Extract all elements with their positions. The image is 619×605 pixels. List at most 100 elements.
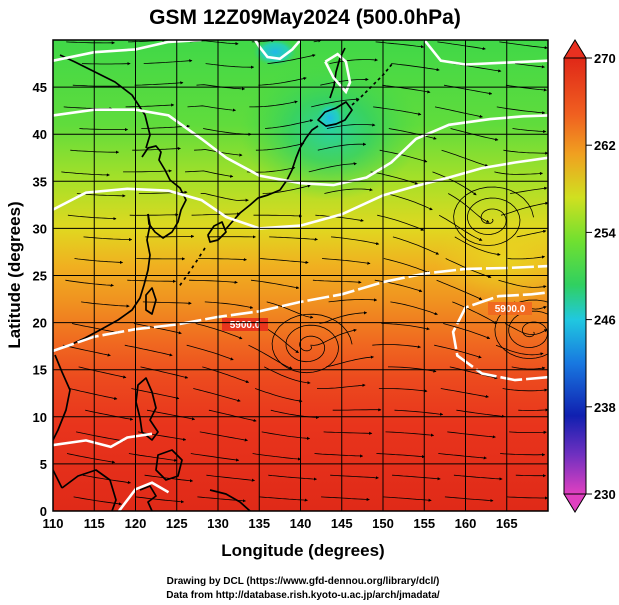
cold-core-east	[316, 102, 344, 134]
coastline-japan-honshu	[224, 125, 319, 231]
colorbar-tick-label: 230	[594, 487, 616, 502]
streamline	[191, 212, 241, 216]
streamline	[187, 105, 237, 112]
streamline	[391, 63, 440, 72]
streamline	[267, 54, 316, 64]
streamline	[326, 355, 375, 368]
streamline	[144, 474, 194, 483]
colorbar-top-arrow	[563, 39, 587, 59]
streamline	[321, 258, 371, 265]
credit-drawing: Drawing by DCL (https://www.gfd-dennou.o…	[167, 576, 440, 587]
streamline	[314, 453, 364, 458]
streamline	[74, 258, 124, 264]
y-tick-label: 35	[33, 174, 47, 189]
streamline	[329, 58, 378, 64]
contour-label-bg-1	[222, 318, 268, 331]
coastline-ryukyu	[177, 247, 206, 289]
streamline	[311, 97, 360, 108]
streamline	[324, 188, 373, 194]
contour-labels: 5900.0 5900.0	[222, 302, 532, 331]
streamline	[202, 366, 250, 383]
streamline	[66, 41, 115, 45]
streamline	[204, 301, 254, 309]
streamline	[377, 214, 425, 231]
streamline	[330, 474, 379, 480]
streamline	[494, 171, 544, 176]
streamline	[142, 301, 192, 305]
plot-frame	[52, 39, 549, 512]
streamline	[248, 344, 293, 370]
streamline	[67, 214, 117, 221]
streamline	[510, 186, 548, 194]
streamline	[131, 388, 180, 400]
x-axis-ticks: 110 115 120 125 130 135 140 145 150 155 160 165	[43, 516, 518, 531]
x-tick-label: 135	[248, 516, 270, 531]
streamline	[135, 496, 185, 504]
streamline	[386, 193, 433, 211]
coastlines	[53, 47, 393, 511]
streamline	[249, 100, 298, 108]
ridge-warm-patch	[435, 215, 548, 305]
streamline	[61, 171, 110, 177]
streamline	[375, 41, 425, 49]
streamline	[199, 431, 249, 442]
streamline	[143, 59, 193, 64]
y-tick-label: 15	[33, 363, 47, 378]
colorbar-ticks: 270 262 254 246 238 230	[586, 51, 616, 502]
streamline	[512, 128, 547, 134]
colorbar: 270 262 254 246 238 230	[563, 39, 616, 513]
streamline	[189, 279, 238, 284]
y-tick-label: 5	[40, 457, 47, 472]
streamline	[310, 328, 357, 346]
streamline	[195, 323, 243, 340]
streamline	[440, 388, 489, 399]
streamline	[252, 453, 302, 461]
contour-line-8	[324, 52, 352, 95]
colorbar-tick-label: 246	[594, 313, 616, 328]
streamline	[373, 106, 422, 116]
y-tick-label: 25	[33, 269, 47, 284]
y-tick-label: 30	[33, 221, 47, 236]
colorbar-tick-label: 262	[594, 138, 616, 153]
streamline	[379, 149, 428, 163]
cold-core-north	[253, 40, 297, 66]
x-tick-label: 155	[413, 516, 435, 531]
streamline	[253, 214, 303, 218]
coastline-hokkaido	[317, 101, 353, 127]
streamline	[321, 496, 370, 502]
streamline	[496, 106, 546, 115]
streamline	[268, 474, 318, 481]
streamline	[316, 383, 366, 389]
streamline	[320, 77, 369, 86]
streamline	[392, 236, 440, 255]
streamline	[382, 496, 432, 502]
streamline	[134, 81, 184, 86]
x-tick-label: 165	[496, 516, 518, 531]
streamline	[79, 128, 129, 132]
streamline	[71, 323, 121, 334]
streamline	[206, 474, 256, 482]
streamline	[505, 84, 548, 92]
streamline	[308, 162, 357, 173]
streamline	[381, 323, 430, 331]
streamline	[184, 170, 234, 178]
contour-line-7	[254, 40, 302, 61]
streamline	[378, 388, 428, 393]
coastline-borneo	[53, 469, 117, 511]
streamline	[518, 408, 548, 412]
streamline	[456, 409, 505, 418]
contour-label-2: 5900.0	[495, 304, 526, 315]
streamline	[78, 366, 127, 379]
streamline	[254, 388, 303, 403]
coastline-mindanao	[155, 449, 183, 481]
streamline	[132, 146, 181, 151]
colorbar-bottom-arrow	[563, 493, 587, 513]
streamline	[452, 301, 498, 324]
x-tick-label: 150	[372, 516, 394, 531]
colorbar-tick-label: 254	[594, 225, 616, 240]
streamline	[453, 474, 503, 481]
streamline	[124, 344, 173, 357]
streamline	[394, 409, 444, 416]
streamline	[434, 106, 483, 118]
contour-line-2	[451, 291, 548, 382]
